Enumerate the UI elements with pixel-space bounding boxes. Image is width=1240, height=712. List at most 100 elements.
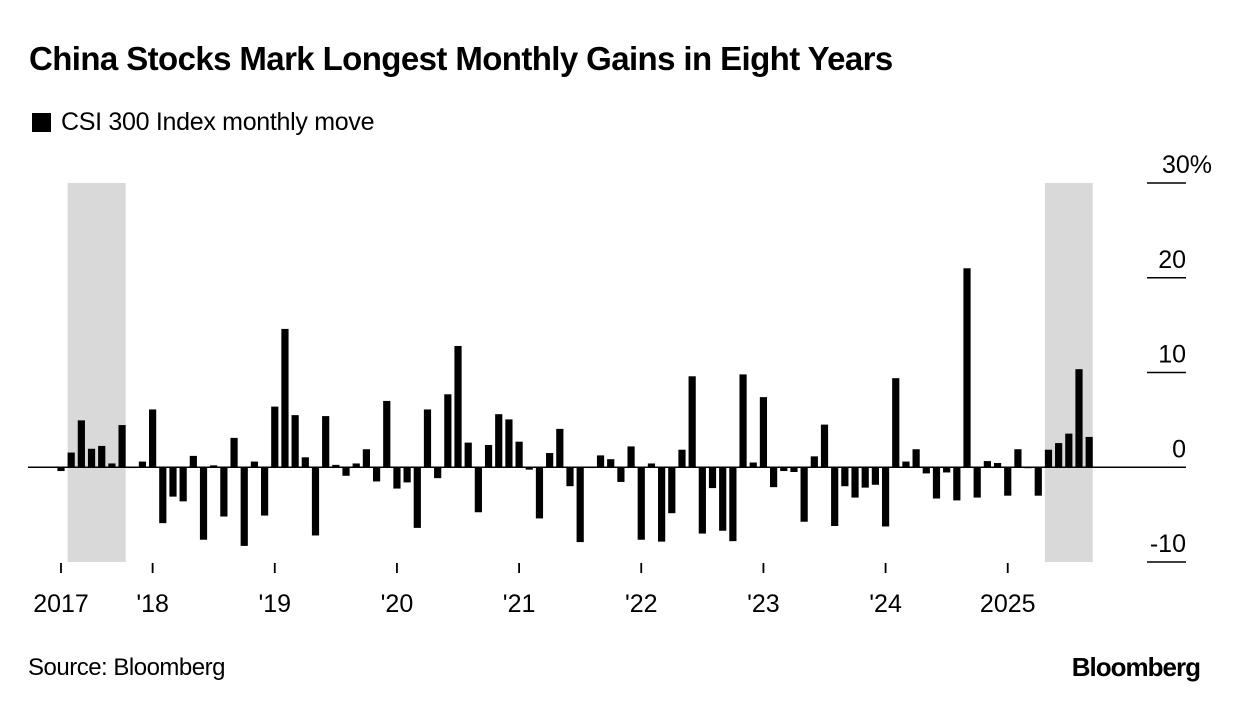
bar: [698, 467, 706, 534]
bar: [892, 378, 900, 468]
bar: [454, 345, 462, 468]
x-tick-label: '19: [258, 590, 291, 618]
y-tick-label: -10: [1150, 530, 1186, 558]
bar: [749, 462, 757, 468]
bar: [881, 467, 890, 527]
bar: [1055, 443, 1063, 468]
bar: [138, 461, 147, 468]
bar: [922, 467, 930, 474]
x-tick-label: '23: [747, 590, 780, 618]
bar: [189, 455, 197, 468]
bar: [383, 400, 391, 468]
highlight-band: [67, 183, 126, 562]
bar: [841, 467, 849, 487]
bar: [708, 467, 717, 489]
bar: [647, 463, 656, 468]
bar: [77, 420, 85, 468]
bar: [1034, 467, 1042, 496]
bar: [556, 428, 564, 468]
bar: [770, 467, 778, 488]
bar: [932, 467, 941, 499]
bar: [199, 467, 208, 540]
y-axis: 30% 20 10 0 -10: [28, 151, 1212, 563]
bar: [993, 462, 1002, 468]
bar: [820, 424, 829, 468]
highlight-bands: [67, 183, 1093, 562]
bar: [271, 406, 279, 468]
x-tick-label: '18: [136, 590, 169, 618]
bar: [240, 467, 248, 546]
bar: [108, 463, 116, 468]
bar: [943, 467, 951, 473]
bar: [668, 467, 676, 514]
x-tick-label: '22: [625, 590, 658, 618]
bars: [57, 268, 1093, 546]
bloomberg-logo: Bloomberg: [1071, 652, 1201, 682]
legend-label: CSI 300 Index monthly move: [61, 108, 375, 136]
y-tick-label: 30%: [1162, 151, 1212, 179]
x-axis: 2017 '18 '19 '20 '21 '22 '23 '24 2025: [33, 563, 1036, 618]
bar: [291, 415, 299, 468]
x-tick-label: '20: [381, 590, 414, 618]
bar: [87, 448, 96, 468]
bar: [790, 467, 798, 472]
bar: [301, 457, 309, 468]
bar: [912, 449, 920, 468]
bar: [474, 467, 482, 513]
bar: [1044, 449, 1053, 468]
bar: [800, 467, 808, 522]
bar: [484, 444, 493, 468]
bar: [566, 467, 574, 487]
bar: [118, 425, 126, 468]
bar: [250, 461, 259, 468]
bar: [322, 416, 330, 468]
bar: [963, 268, 971, 468]
bar: [352, 463, 360, 468]
bar: [1004, 467, 1012, 496]
bar: [658, 467, 666, 542]
bar: [729, 467, 737, 542]
bar: [576, 467, 584, 543]
bar: [495, 414, 503, 468]
bar: [719, 467, 727, 531]
bar: [169, 467, 177, 497]
bar: [311, 467, 320, 536]
chart-title: China Stocks Mark Longest Monthly Gains …: [29, 40, 893, 77]
bar: [1085, 436, 1093, 468]
highlight-band: [1044, 183, 1093, 562]
bar: [230, 437, 238, 468]
y-tick-label: 20: [1158, 246, 1186, 274]
legend: CSI 300 Index monthly move: [32, 108, 375, 137]
bar: [57, 467, 65, 472]
bar: [851, 467, 859, 498]
bar: [627, 446, 635, 468]
bar: [210, 465, 218, 468]
bar: [973, 467, 981, 498]
x-tick-label: 2025: [980, 590, 1036, 618]
x-tick-label: 2017: [33, 590, 89, 618]
bar: [1075, 369, 1083, 468]
bar: [444, 394, 452, 468]
bar: [281, 328, 289, 468]
bar: [393, 467, 401, 489]
bar: [535, 467, 544, 519]
bar: [403, 467, 411, 483]
bar: [983, 461, 991, 468]
bar: [332, 464, 340, 468]
bar: [525, 467, 533, 470]
bar: [861, 467, 869, 488]
bar: [739, 374, 747, 468]
bar: [67, 452, 75, 468]
bar: [688, 376, 696, 468]
x-tick-label: '24: [869, 590, 902, 618]
x-tick-label: '21: [503, 590, 536, 618]
bar: [220, 467, 228, 517]
bar: [261, 467, 269, 516]
bar: [149, 409, 157, 468]
bar: [372, 467, 381, 482]
bar: [515, 441, 523, 468]
bar: [759, 397, 768, 468]
bar: [1065, 433, 1073, 468]
bar: [617, 467, 625, 482]
